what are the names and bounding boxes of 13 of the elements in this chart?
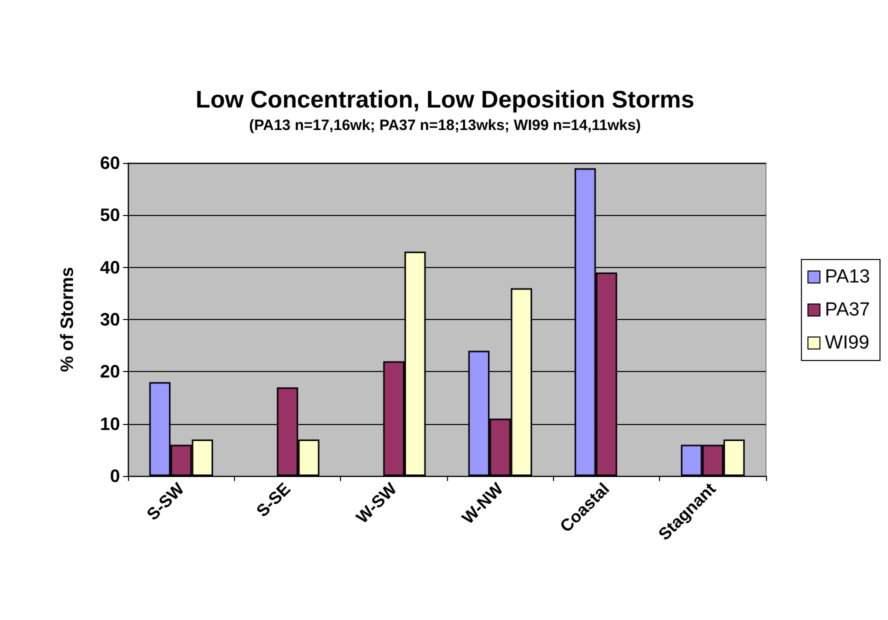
y-tick-label: 10 <box>100 414 120 434</box>
y-axis-title: % of Storms <box>57 266 77 372</box>
y-tick-label: 60 <box>100 153 120 173</box>
legend-label: WI99 <box>824 332 870 354</box>
y-tick-label: 50 <box>100 205 120 226</box>
y-tick-label: 20 <box>100 362 120 382</box>
chart-title: Low Concentration, Low Deposition Storms <box>196 86 694 114</box>
legend-label: PA13 <box>824 266 870 288</box>
chart-subtitle: (PA13 n=17,16wk; PA37 n=18;13wks; WI99 n=14,11wks) <box>249 117 641 134</box>
legend-label: PA37 <box>824 300 870 320</box>
y-tick-label: 40 <box>100 257 120 278</box>
y-tick-label: 0 <box>110 466 120 486</box>
y-tick-label: 30 <box>100 310 120 330</box>
